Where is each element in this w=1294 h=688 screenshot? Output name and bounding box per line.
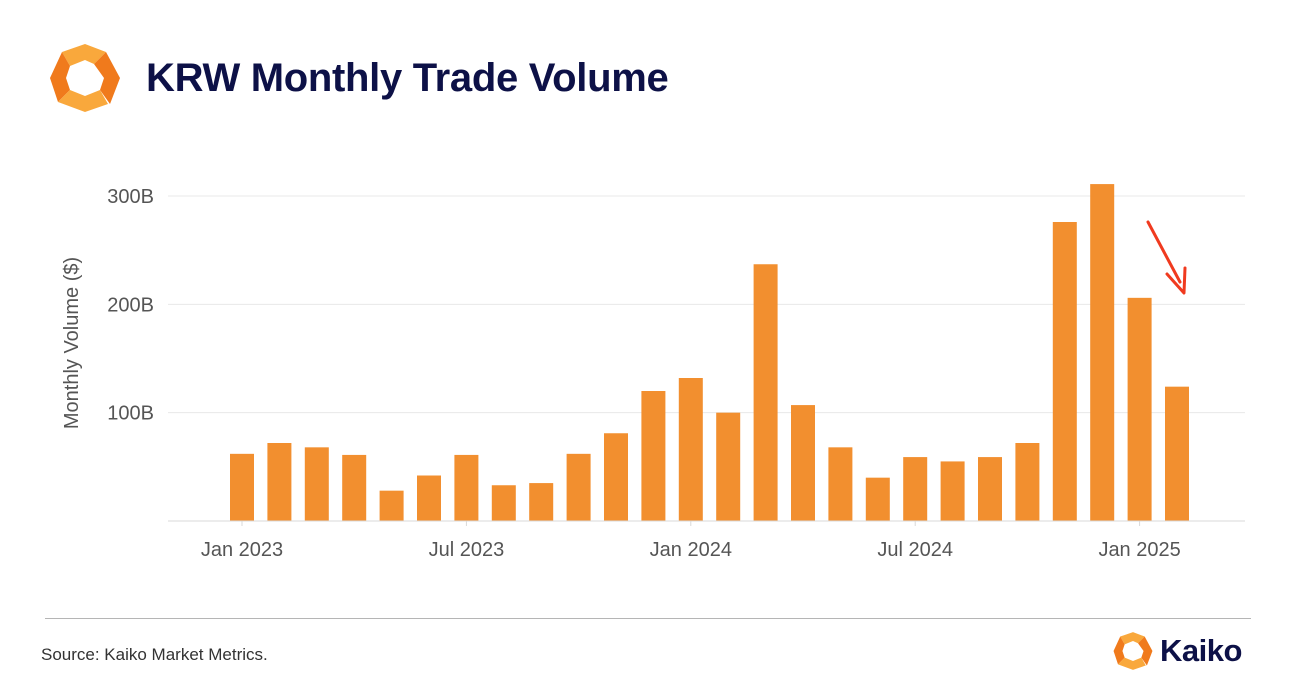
bar: [491, 485, 516, 521]
bar: [678, 378, 703, 521]
y-axis-ticks: 100B 200B 300B: [107, 186, 154, 425]
bars-series: [230, 184, 1189, 522]
x-tick-label: Jan 2025: [1098, 539, 1180, 561]
footer-brand: Kaiko: [1112, 630, 1262, 674]
bar: [454, 454, 479, 521]
bar: [304, 447, 329, 521]
bar: [1165, 386, 1189, 521]
bar-chart: 100B 200B 300B Monthly Volume ($) Jan 2023…: [61, 184, 1245, 561]
y-tick-label: 200B: [107, 294, 154, 316]
bar: [1015, 443, 1040, 521]
x-tick-label: Jan 2024: [650, 539, 732, 561]
bar: [417, 475, 441, 521]
y-tick-label: 100B: [107, 403, 154, 425]
y-tick-label: 300B: [107, 186, 154, 208]
bar: [230, 453, 254, 521]
brand-name: Kaiko: [1160, 633, 1242, 668]
bar: [379, 490, 404, 521]
trend-arrow: [1146, 220, 1187, 295]
bar: [940, 461, 965, 521]
x-tick-label: Jul 2024: [877, 539, 953, 561]
bar: [865, 477, 890, 521]
bar: [716, 412, 741, 521]
x-tick-label: Jul 2023: [429, 539, 505, 561]
x-tick-label: Jan 2023: [201, 539, 283, 561]
bar: [641, 391, 666, 521]
bar: [604, 433, 628, 521]
bar: [267, 443, 292, 521]
kaiko-logo-icon: [1113, 632, 1153, 670]
source-note: Source: Kaiko Market Metrics.: [41, 645, 268, 664]
bar: [1090, 184, 1115, 522]
bar: [566, 453, 591, 521]
bar: [529, 483, 554, 521]
bar: [342, 454, 367, 521]
bar: [903, 457, 928, 521]
page-title: KRW Monthly Trade Volume: [146, 56, 669, 100]
x-axis-ticks: Jan 2023 Jul 2023 Jan 2024 Jul 2024 Jan 2025: [201, 521, 1181, 561]
bar: [791, 405, 815, 521]
gridlines: [168, 195, 1245, 414]
kaiko-logo-icon: [50, 44, 120, 112]
bar: [1052, 222, 1077, 521]
y-axis-label: Monthly Volume ($): [61, 257, 83, 429]
bar: [828, 447, 853, 521]
bar: [1127, 297, 1152, 521]
bar: [978, 457, 1002, 521]
bar: [753, 264, 778, 521]
footer-divider: [45, 618, 1251, 619]
